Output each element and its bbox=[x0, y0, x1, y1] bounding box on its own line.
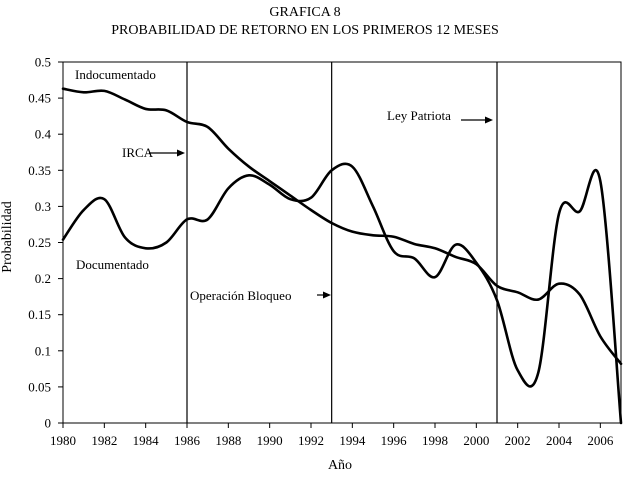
y-tick-label: 0.05 bbox=[28, 379, 51, 394]
plot-frame bbox=[62, 61, 622, 424]
series-line-documentado bbox=[61, 162, 623, 425]
x-tick-label: 2000 bbox=[463, 433, 489, 448]
y-tick-label: 0.25 bbox=[28, 235, 51, 250]
x-tick-label: 1988 bbox=[215, 433, 241, 448]
x-tick-label: 1986 bbox=[174, 433, 201, 448]
y-tick-label: 0.5 bbox=[35, 55, 51, 70]
arrow-head-icon bbox=[485, 116, 493, 124]
y-axis-label: Probabilidad bbox=[0, 201, 15, 273]
y-tick-label: 0.15 bbox=[28, 307, 51, 322]
annotation-documentado: Documentado bbox=[76, 257, 149, 272]
x-tick-label: 2004 bbox=[546, 433, 573, 448]
chart-title: GRAFICA 8 bbox=[269, 5, 340, 20]
x-tick-label: 1994 bbox=[339, 433, 366, 448]
x-tick-label: 1982 bbox=[91, 433, 117, 448]
annotation-indocumentado: Indocumentado bbox=[75, 67, 156, 82]
annotation-operacion-bloqueo: Operación Bloqueo bbox=[190, 288, 291, 303]
x-tick-label: 1992 bbox=[298, 433, 324, 448]
y-tick-label: 0 bbox=[45, 416, 52, 431]
y-tick-label: 0.45 bbox=[28, 91, 51, 106]
x-tick-label: 1980 bbox=[50, 433, 76, 448]
plot-area: 0 0.05 0.1 0.15 0.2 0.25 0.3 0.35 0.4 0.45 0.5 1980… bbox=[28, 55, 623, 448]
x-tick-label: 2006 bbox=[587, 433, 614, 448]
y-tick-label: 0.3 bbox=[35, 199, 51, 214]
annotation-ley-patriota: Ley Patriota bbox=[387, 108, 451, 123]
series-line-indocumentado bbox=[61, 87, 623, 366]
annotation-irca: IRCA bbox=[122, 145, 154, 160]
x-tick-label: 1984 bbox=[133, 433, 160, 448]
x-axis-label: Año bbox=[328, 458, 352, 473]
y-tick-label: 0.1 bbox=[35, 343, 51, 358]
x-tick-label: 1990 bbox=[257, 433, 283, 448]
chart-subtitle: PROBABILIDAD DE RETORNO EN LOS PRIMEROS … bbox=[111, 23, 499, 38]
x-tick-label: 1998 bbox=[422, 433, 448, 448]
y-tick-label: 0.2 bbox=[35, 271, 51, 286]
arrow-head-icon bbox=[177, 149, 185, 157]
y-tick-label: 0.4 bbox=[35, 127, 52, 142]
y-tick-label: 0.35 bbox=[28, 163, 51, 178]
x-tick-label: 1996 bbox=[381, 433, 408, 448]
arrow-head-icon bbox=[323, 291, 331, 299]
x-tick-label: 2002 bbox=[505, 433, 531, 448]
